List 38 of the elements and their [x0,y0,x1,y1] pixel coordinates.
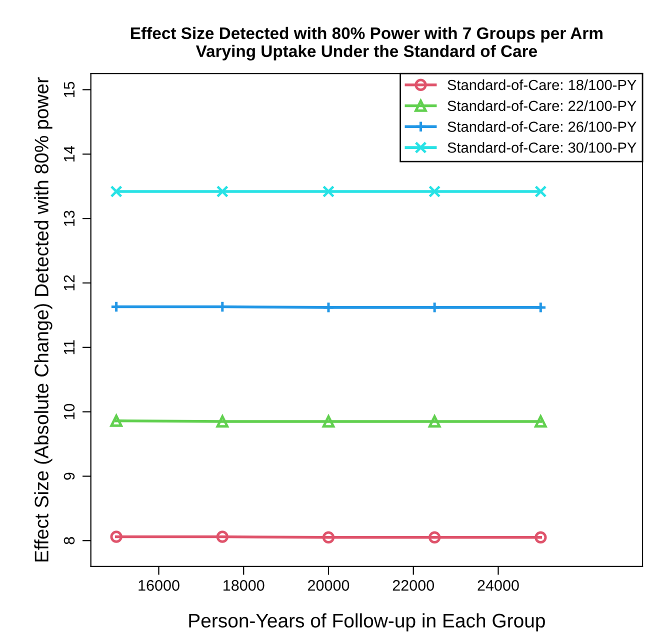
y-tick-label: 8 [64,537,75,544]
legend-label: Standard-of-Care: 18/100-PY [448,79,636,90]
point [322,301,335,314]
point [428,301,441,314]
x-axis-title: Person-Years of Follow-up in Each Group [189,613,545,632]
y-tick-label: 12 [64,275,74,290]
x-tick-label: 24000 [478,580,519,591]
y-axis-title: Effect Size (Absolute Change) Detected with 80% power [34,77,52,562]
point [428,415,441,428]
point [428,531,441,544]
point [322,185,335,198]
point [534,531,547,544]
x-tick-label: 18000 [224,580,264,591]
x-tick-label: 20000 [308,580,350,591]
point [534,185,547,198]
legend-label: Standard-of-Care: 30/100-PY [448,142,636,153]
y-tick-label: 11 [64,340,74,354]
point [322,415,335,428]
point [534,301,547,314]
point [110,185,122,198]
point [216,415,229,428]
y-tick-label: 9 [64,472,75,480]
x-tick-label: 16000 [138,580,180,591]
point [216,185,229,198]
point [428,185,441,198]
point [322,531,335,544]
point [110,414,122,427]
legend-label: Standard-of-Care: 22/100-PY [448,100,636,112]
point [216,530,229,543]
chart-title: Effect Size Detected with 80% Power with 7 Groups per Arm Varying Uptake Under the Standard of Care [131,26,602,60]
y-tick-label: 10 [64,404,75,420]
y-tick-label: 15 [64,82,75,98]
point [534,415,547,428]
x-tick-label: 22000 [392,580,434,591]
y-tick-label: 14 [64,146,74,162]
y-tick-label: 13 [64,210,75,226]
legend-label: Standard-of-Care: 26/100-PY [448,121,636,132]
point [110,530,122,543]
